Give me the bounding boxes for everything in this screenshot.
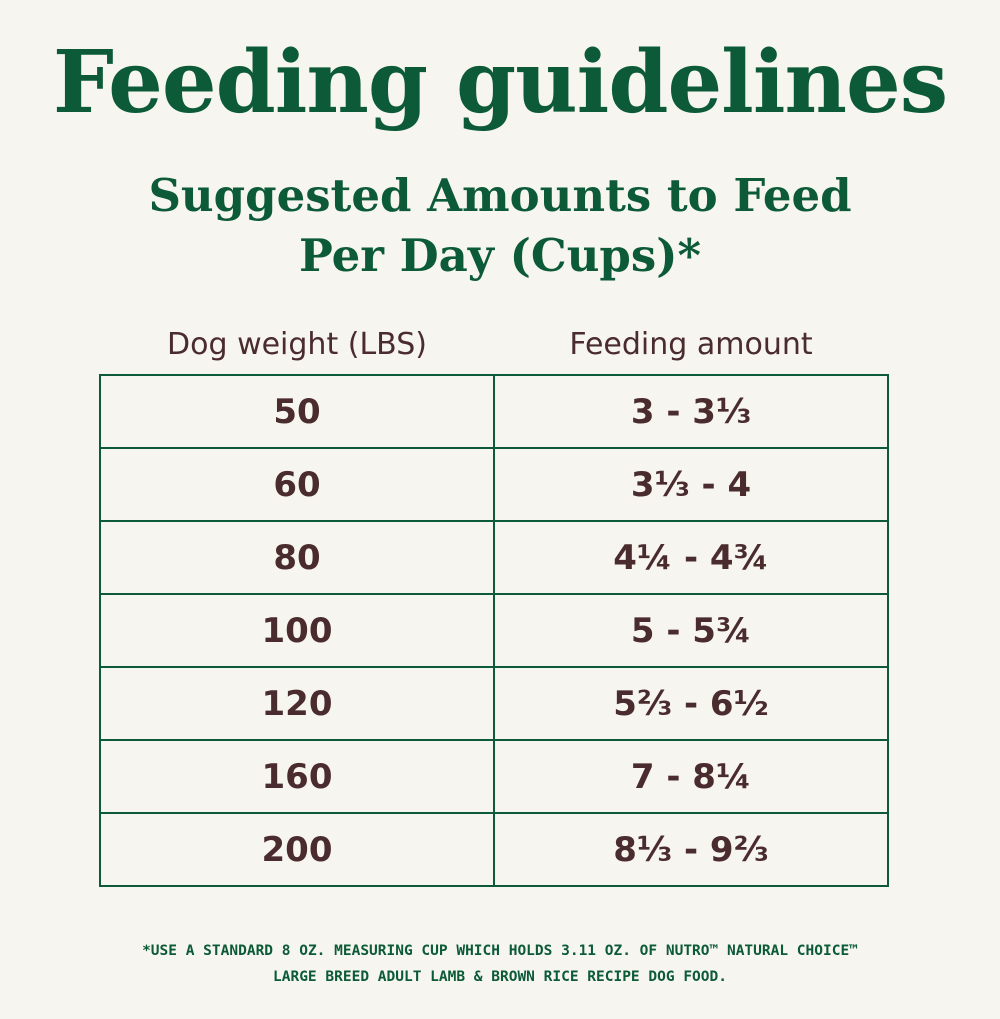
- table-row: 120 5⅔ - 6½: [99, 666, 889, 741]
- subtitle-line-1: Suggested Amounts to Feed: [148, 169, 852, 222]
- weight-cell: 120: [99, 666, 495, 741]
- table-row: 200 8⅓ - 9⅔: [99, 812, 889, 887]
- weight-cell: 50: [99, 374, 495, 449]
- weight-cell: 200: [99, 812, 495, 887]
- amount-cell: 5 - 5¾: [493, 593, 889, 668]
- footnote-line-1: *USE A STANDARD 8 OZ. MEASURING CUP WHIC…: [142, 943, 858, 959]
- table-row: 80 4¼ - 4¾: [99, 520, 889, 595]
- table-row: 160 7 - 8¼: [99, 739, 889, 814]
- subtitle: Suggested Amounts to Feed Per Day (Cups)…: [0, 166, 1000, 286]
- table-row: 100 5 - 5¾: [99, 593, 889, 668]
- amount-cell: 5⅔ - 6½: [493, 666, 889, 741]
- feeding-table: 50 3 - 3⅓ 60 3⅓ - 4 80 4¼ - 4¾ 100 5 - 5…: [99, 374, 889, 887]
- weight-cell: 160: [99, 739, 495, 814]
- column-header-feeding-amount: Feeding amount: [569, 327, 813, 362]
- column-header-dog-weight: Dog weight (LBS): [167, 327, 427, 362]
- footnote: *USE A STANDARD 8 OZ. MEASURING CUP WHIC…: [0, 938, 1000, 990]
- footnote-line-2: LARGE BREED ADULT LAMB & BROWN RICE RECI…: [273, 969, 727, 985]
- page-title: Feeding guidelines: [52, 32, 948, 133]
- amount-cell: 3 - 3⅓: [493, 374, 889, 449]
- weight-cell: 100: [99, 593, 495, 668]
- weight-cell: 80: [99, 520, 495, 595]
- weight-cell: 60: [99, 447, 495, 522]
- amount-cell: 7 - 8¼: [493, 739, 889, 814]
- subtitle-line-2: Per Day (Cups)*: [298, 229, 702, 282]
- amount-cell: 3⅓ - 4: [493, 447, 889, 522]
- table-row: 50 3 - 3⅓: [99, 374, 889, 449]
- amount-cell: 4¼ - 4¾: [493, 520, 889, 595]
- table-row: 60 3⅓ - 4: [99, 447, 889, 522]
- amount-cell: 8⅓ - 9⅔: [493, 812, 889, 887]
